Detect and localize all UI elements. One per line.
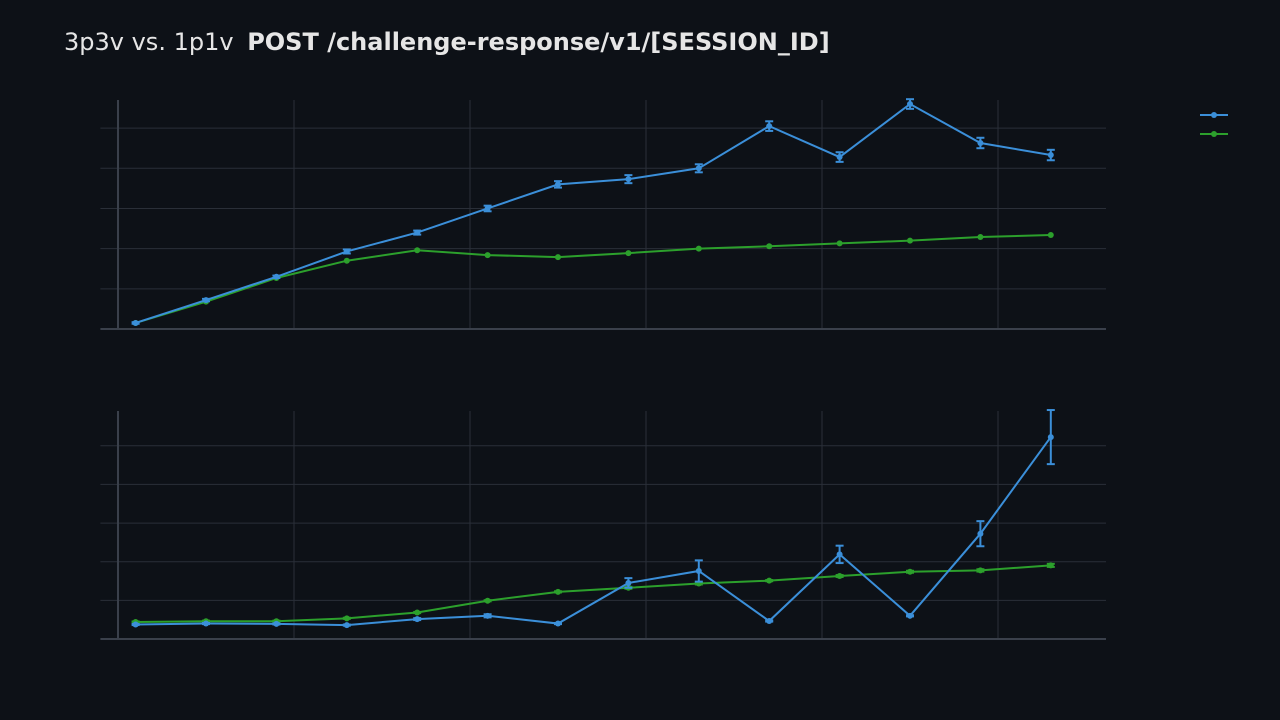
- data-point[interactable]: [343, 257, 350, 264]
- data-point[interactable]: [766, 577, 773, 584]
- data-point[interactable]: [836, 573, 843, 580]
- data-point[interactable]: [977, 530, 984, 537]
- data-point[interactable]: [907, 568, 913, 575]
- data-point[interactable]: [1047, 562, 1054, 569]
- data-point[interactable]: [273, 620, 280, 627]
- data-point[interactable]: [977, 567, 984, 574]
- latency-panel: [100, 409, 1106, 640]
- data-point[interactable]: [766, 243, 773, 250]
- data-point[interactable]: [836, 240, 843, 247]
- data-point[interactable]: [343, 622, 350, 629]
- data-point[interactable]: [1047, 434, 1054, 441]
- data-point[interactable]: [273, 273, 280, 280]
- data-point[interactable]: [414, 616, 421, 623]
- data-point[interactable]: [1047, 152, 1054, 159]
- data-point[interactable]: [766, 618, 773, 625]
- series-line-3p3v: [135, 102, 1051, 324]
- data-point[interactable]: [414, 609, 421, 616]
- data-point[interactable]: [414, 229, 421, 236]
- data-point[interactable]: [625, 250, 632, 257]
- data-point[interactable]: [343, 615, 350, 622]
- data-point[interactable]: [766, 123, 773, 130]
- series-3p3v: [131, 409, 1055, 629]
- data-point[interactable]: [555, 588, 561, 595]
- data-point[interactable]: [414, 247, 421, 254]
- figure-title-plain: 3p3v vs. 1p1v: [64, 28, 234, 56]
- legend[interactable]: [1200, 112, 1228, 137]
- data-point[interactable]: [343, 248, 350, 255]
- data-point[interactable]: [555, 254, 561, 261]
- data-point[interactable]: [484, 252, 491, 259]
- data-point[interactable]: [695, 165, 702, 172]
- data-point[interactable]: [203, 620, 209, 627]
- data-point[interactable]: [203, 297, 209, 304]
- data-point[interactable]: [907, 612, 913, 619]
- data-point[interactable]: [132, 621, 139, 628]
- data-point[interactable]: [836, 154, 843, 161]
- data-point[interactable]: [977, 139, 984, 146]
- series-3p3v: [131, 98, 1055, 326]
- data-point[interactable]: [836, 551, 843, 558]
- data-point[interactable]: [484, 612, 491, 619]
- data-point[interactable]: [625, 579, 632, 586]
- data-point[interactable]: [695, 567, 702, 574]
- series-line-1p1v: [135, 564, 1051, 623]
- figure-title: 3p3v vs. 1p1v POST /challenge-response/v…: [64, 28, 830, 56]
- data-point[interactable]: [625, 176, 632, 183]
- data-point[interactable]: [977, 233, 984, 240]
- data-point[interactable]: [695, 245, 702, 252]
- legend-item-3p3v[interactable]: [1200, 112, 1228, 118]
- legend-swatch-marker: [1211, 112, 1217, 118]
- legend-item-1p1v[interactable]: [1200, 131, 1228, 137]
- series-1p1v: [131, 562, 1055, 625]
- data-point[interactable]: [907, 101, 913, 108]
- figure-title-bold: POST /challenge-response/v1/[SESSION_ID]: [247, 28, 829, 56]
- data-point[interactable]: [484, 597, 491, 604]
- data-point[interactable]: [484, 205, 491, 212]
- data-point[interactable]: [555, 620, 561, 627]
- series-line-1p1v: [135, 233, 1051, 324]
- data-point[interactable]: [132, 319, 139, 326]
- throughput-panel: [100, 98, 1106, 330]
- legend-swatch-marker: [1211, 131, 1217, 137]
- data-point[interactable]: [907, 237, 913, 244]
- data-point[interactable]: [555, 181, 561, 188]
- series-line-3p3v: [135, 436, 1052, 627]
- data-point[interactable]: [1047, 231, 1054, 238]
